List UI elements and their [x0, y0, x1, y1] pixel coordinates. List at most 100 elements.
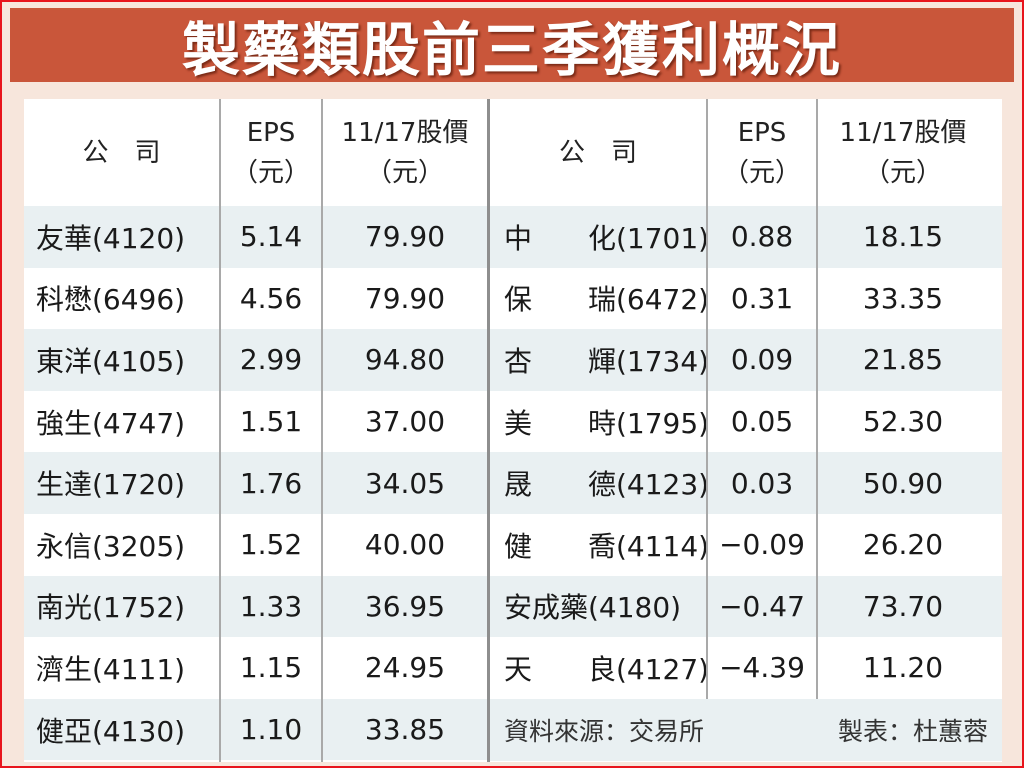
table-row: 晟 德(4123) 0.03 50.90 — [490, 452, 1002, 514]
header-eps-unit: （元） — [231, 157, 310, 188]
table-footer: 資料來源：交易所 製表：杜蕙蓉 — [490, 698, 1002, 761]
header-eps-label: EPS — [246, 117, 296, 148]
eps-value: 0.88 — [730, 220, 794, 254]
price-value: 94.80 — [364, 343, 446, 377]
price-value: 50.90 — [862, 466, 944, 500]
title-banner: 製藥類股前三季獲利概況 — [10, 8, 1014, 84]
half-divider — [487, 99, 490, 762]
company-name: 保 瑞(6472) — [504, 283, 710, 317]
column-divider — [321, 99, 323, 762]
company-name: 健亞(4130) — [36, 714, 186, 748]
header-company-label: 公 司 — [82, 137, 161, 168]
company-name: 中 化(1701) — [504, 221, 710, 255]
table-row: 強生(4747) 1.51 37.00 — [24, 391, 487, 453]
header-eps: EPS （元） — [708, 99, 816, 206]
company-name: 東洋(4105) — [36, 344, 186, 378]
eps-value: 5.14 — [239, 220, 303, 254]
company-name: 杏 輝(1734) — [504, 344, 710, 378]
company-name: 生達(1720) — [36, 468, 186, 502]
header-eps: EPS （元） — [221, 99, 321, 206]
table-row: 健亞(4130) 1.10 33.85 — [24, 698, 487, 761]
column-divider — [706, 99, 708, 699]
eps-value: −0.09 — [719, 528, 805, 562]
company-name: 晟 德(4123) — [504, 468, 710, 502]
eps-value: 0.05 — [730, 405, 794, 439]
table-row: 科懋(6496) 4.56 79.90 — [24, 268, 487, 330]
company-name: 濟生(4111) — [36, 652, 186, 686]
column-divider — [219, 99, 221, 762]
price-value: 26.20 — [862, 528, 944, 562]
source-note: 資料來源：交易所 — [504, 716, 705, 746]
header-price: 11/17股價 （元） — [323, 99, 487, 206]
eps-value: 4.56 — [239, 281, 303, 315]
table-row: 杏 輝(1734) 0.09 21.85 — [490, 329, 1002, 391]
table-row: 天 良(4127) −4.39 11.20 — [490, 637, 1002, 699]
eps-value: 0.09 — [730, 343, 794, 377]
price-value: 79.90 — [364, 220, 446, 254]
eps-value: 0.03 — [730, 466, 794, 500]
price-value: 79.90 — [364, 281, 446, 315]
header-price-unit: （元） — [863, 157, 942, 188]
company-name: 天 良(4127) — [504, 652, 710, 686]
table-row: 健 喬(4114) −0.09 26.20 — [490, 514, 1002, 576]
table-row: 友華(4120) 5.14 79.90 — [24, 206, 487, 268]
left-table: 公 司 EPS （元） 11/17股價 （元） 友華(4120) 5.14 79… — [24, 99, 487, 762]
header-price-label: 11/17股價 — [839, 117, 967, 148]
eps-value: 1.15 — [239, 651, 303, 685]
table-row: 永信(3205) 1.52 40.00 — [24, 514, 487, 576]
column-divider — [816, 99, 818, 699]
header-price-label: 11/17股價 — [341, 117, 469, 148]
price-value: 18.15 — [862, 220, 944, 254]
table-row: 中 化(1701) 0.88 18.15 — [490, 206, 1002, 268]
company-name: 安成藥(4180) — [504, 591, 682, 625]
price-value: 52.30 — [862, 405, 944, 439]
price-value: 37.00 — [364, 405, 446, 439]
author-note: 製表：杜蕙蓉 — [837, 716, 988, 746]
price-value: 40.00 — [364, 528, 446, 562]
company-name: 南光(1752) — [36, 591, 186, 625]
table-row: 濟生(4111) 1.15 24.95 — [24, 637, 487, 699]
price-value: 34.05 — [364, 466, 446, 500]
table-header: 公 司 EPS （元） 11/17股價 （元） — [490, 99, 1002, 206]
table-row: 生達(1720) 1.76 34.05 — [24, 452, 487, 514]
company-name: 美 時(1795) — [504, 406, 710, 440]
table-row: 美 時(1795) 0.05 52.30 — [490, 391, 1002, 453]
eps-value: −0.47 — [719, 589, 805, 623]
price-value: 73.70 — [862, 589, 944, 623]
header-company: 公 司 — [490, 99, 706, 206]
eps-value: 1.76 — [239, 466, 303, 500]
company-name: 健 喬(4114) — [504, 529, 710, 563]
eps-value: 1.33 — [239, 589, 303, 623]
header-company-label: 公 司 — [558, 137, 637, 168]
company-name: 友華(4120) — [36, 221, 186, 255]
eps-value: 1.52 — [239, 528, 303, 562]
header-price-unit: （元） — [365, 157, 444, 188]
header-eps-label: EPS — [737, 117, 787, 148]
eps-value: 1.10 — [239, 713, 303, 747]
eps-value: 2.99 — [239, 343, 303, 377]
price-value: 24.95 — [364, 651, 446, 685]
price-value: 33.35 — [862, 281, 944, 315]
table-row: 保 瑞(6472) 0.31 33.35 — [490, 268, 1002, 330]
price-value: 21.85 — [862, 343, 944, 377]
table-row: 東洋(4105) 2.99 94.80 — [24, 329, 487, 391]
header-company: 公 司 — [24, 99, 219, 206]
eps-value: 1.51 — [239, 405, 303, 439]
company-name: 科懋(6496) — [36, 283, 186, 317]
eps-value: −4.39 — [719, 651, 805, 685]
table-header: 公 司 EPS （元） 11/17股價 （元） — [24, 99, 487, 206]
eps-value: 0.31 — [730, 281, 794, 315]
table-row: 南光(1752) 1.33 36.95 — [24, 575, 487, 638]
price-value: 36.95 — [364, 589, 446, 623]
price-value: 11.20 — [862, 651, 944, 685]
earnings-table: 公 司 EPS （元） 11/17股價 （元） 友華(4120) 5.14 79… — [24, 99, 1002, 762]
price-value: 33.85 — [364, 713, 446, 747]
right-table: 公 司 EPS （元） 11/17股價 （元） 中 化(1701) 0.88 1… — [490, 99, 1002, 762]
header-eps-unit: （元） — [722, 157, 801, 188]
company-name: 永信(3205) — [36, 529, 186, 563]
company-name: 強生(4747) — [36, 406, 186, 440]
table-row: 安成藥(4180) −0.47 73.70 — [490, 575, 1002, 638]
header-price: 11/17股價 （元） — [818, 99, 988, 206]
page-title: 製藥類股前三季獲利概況 — [181, 16, 842, 84]
